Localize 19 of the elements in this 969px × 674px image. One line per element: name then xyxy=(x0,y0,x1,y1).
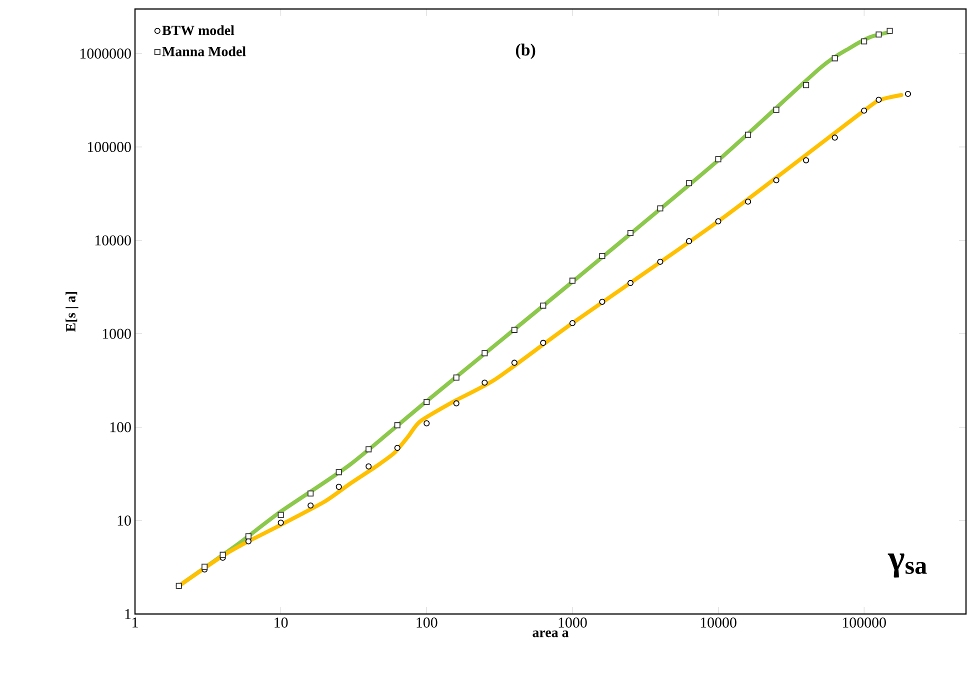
y-tick-label: 1 xyxy=(125,609,131,619)
x-tick-label: 10000 xyxy=(700,618,736,628)
x-axis-title: area a xyxy=(532,630,569,638)
y-tick-label: 10000 xyxy=(95,235,131,246)
x-tick-label: 10 xyxy=(274,618,288,628)
legend-label: BTW model xyxy=(162,25,234,36)
y-tick-label: 100000 xyxy=(88,142,131,152)
x-tick-label: 100000 xyxy=(842,618,886,628)
legend-label: Manna Model xyxy=(162,46,246,56)
y-tick-label: 10 xyxy=(118,516,131,526)
y-tick-label: 1000 xyxy=(102,328,131,339)
x-tick-label: 1 xyxy=(132,618,138,628)
y-axis-title: E[s | a] xyxy=(66,292,78,332)
annotation: (b) xyxy=(516,44,536,60)
x-tick-label: 100 xyxy=(416,618,438,628)
y-tick-label: 100 xyxy=(110,422,131,432)
x-tick-label: 1000 xyxy=(558,618,587,628)
annotation: γ$_{sa}$ xyxy=(888,554,927,578)
y-tick-label: 1000000 xyxy=(80,48,131,59)
